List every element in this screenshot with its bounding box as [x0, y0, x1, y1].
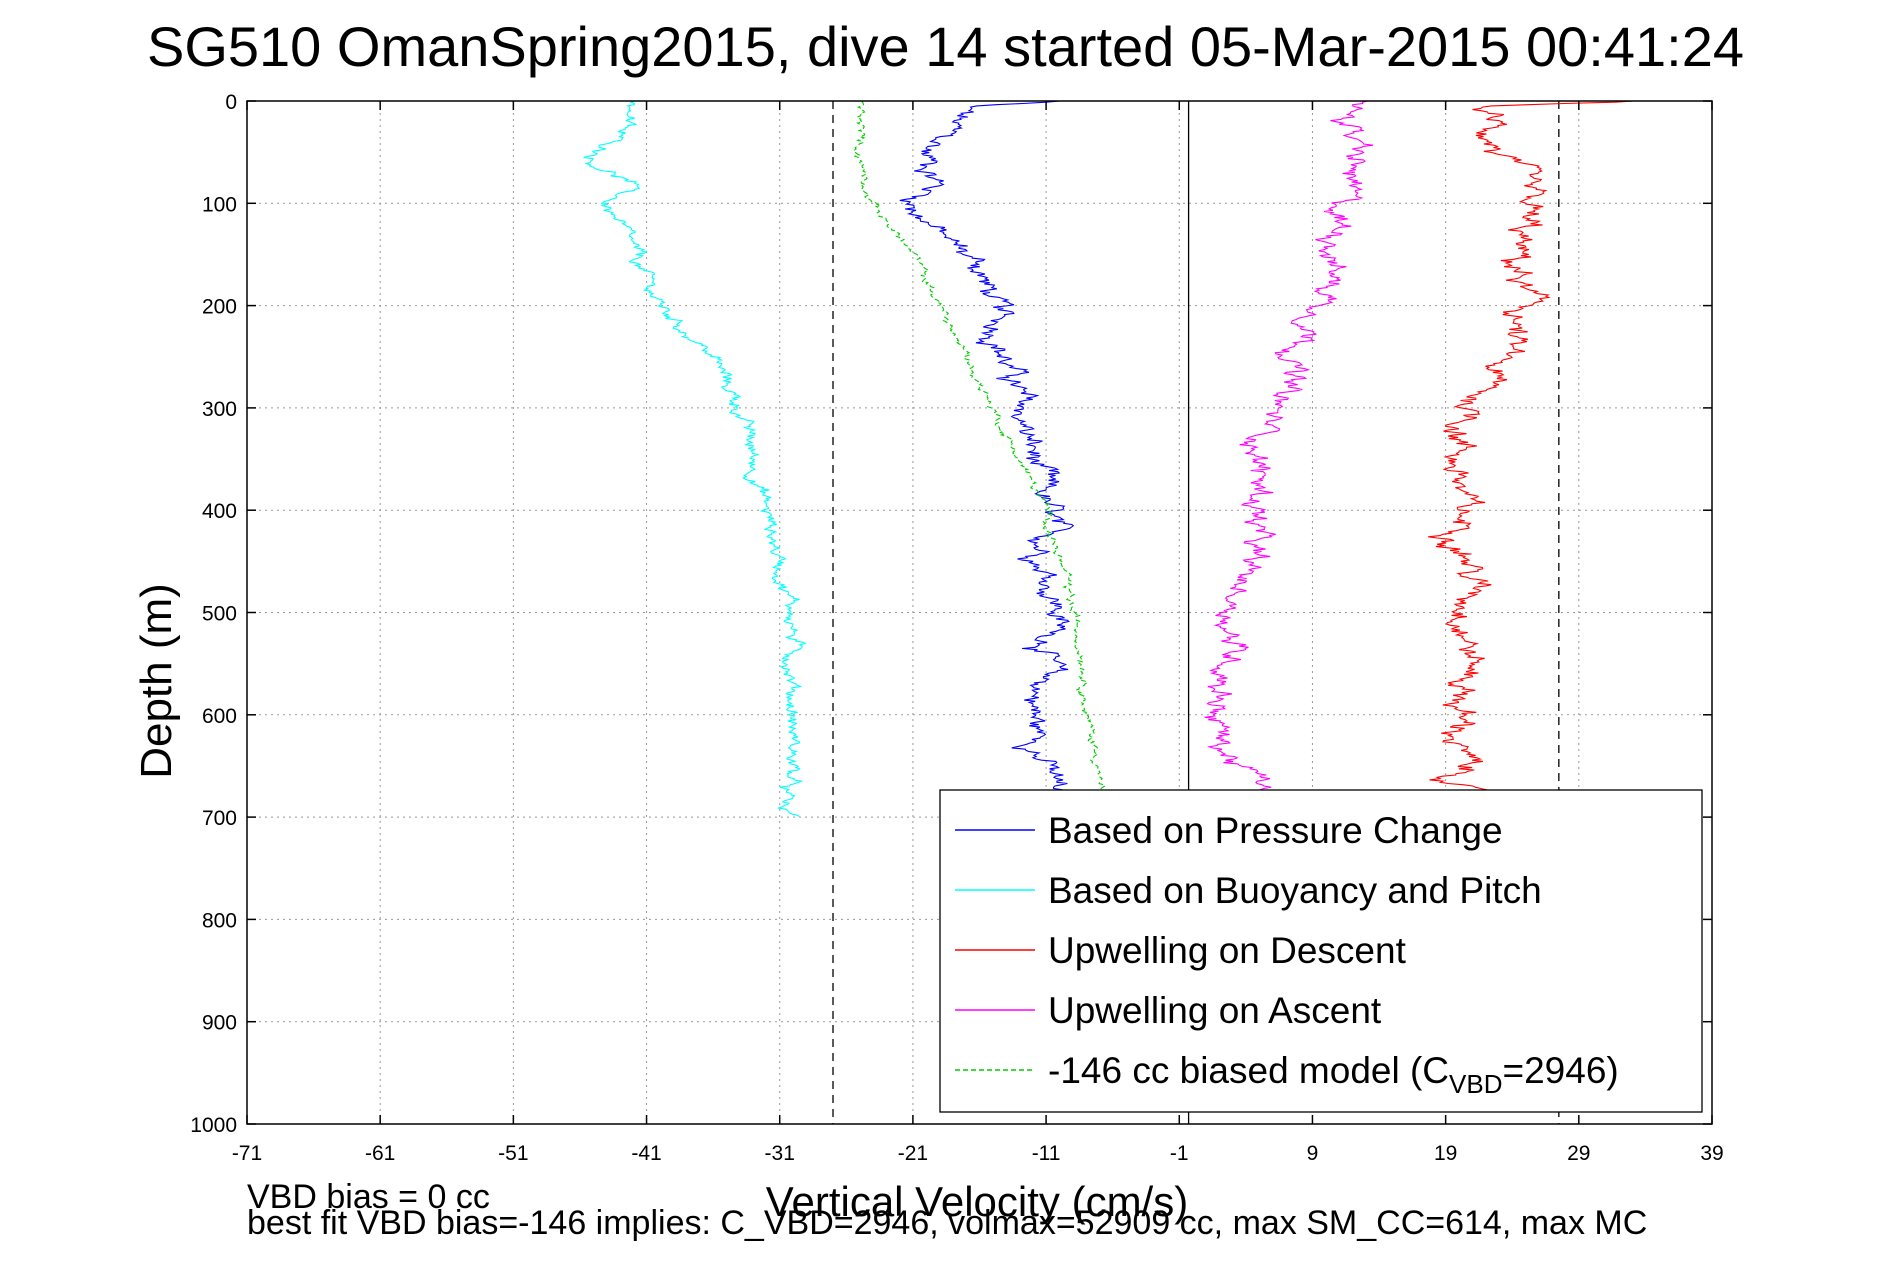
y-tick-label: 200	[202, 296, 237, 319]
y-tick-label: 1000	[190, 1114, 237, 1137]
series-line	[1204, 101, 1374, 796]
y-axis-label: Depth (m)	[132, 583, 181, 779]
x-tick-label: -51	[498, 1142, 528, 1165]
x-tick-label: -11	[1032, 1142, 1061, 1165]
y-tick-label: 0	[225, 91, 237, 114]
y-tick-label: 700	[202, 807, 237, 830]
x-tick-label: 29	[1567, 1142, 1590, 1165]
y-tick-label: 600	[202, 705, 237, 728]
best-fit-note: best fit VBD bias=-146 implies: C_VBD=29…	[247, 1204, 1648, 1242]
x-tick-label: 19	[1434, 1142, 1457, 1165]
x-axis-label: Vertical Velocity (cm/s)	[765, 1178, 1189, 1225]
series-group	[583, 101, 1634, 818]
series-line	[853, 101, 1107, 818]
chart-title: SG510 OmanSpring2015, dive 14 started 05…	[146, 15, 1744, 78]
axis-ticks: -71 -61 -51 -41 -31 -21 -11 -1 9 19 29 39 0 100 200 300…	[190, 91, 1723, 1165]
y-tick-label: 400	[202, 500, 237, 523]
x-tick-label: -21	[898, 1142, 928, 1165]
x-tick-label: -71	[232, 1142, 262, 1165]
series-line	[899, 101, 1075, 817]
series-line	[583, 101, 807, 818]
legend-label: Upwelling on Descent	[1048, 930, 1407, 971]
x-tick-label: -1	[1170, 1142, 1189, 1165]
y-tick-label: 100	[202, 193, 237, 216]
legend-label: Based on Pressure Change	[1048, 810, 1503, 851]
legend-label: -146 cc biased model (CVBD=2946)	[1048, 1050, 1619, 1099]
legend-label: Upwelling on Ascent	[1048, 990, 1382, 1031]
x-tick-label: 9	[1307, 1142, 1319, 1165]
legend: Based on Pressure Change Based on Buoyanc…	[939, 789, 1703, 1113]
y-tick-label: 300	[202, 398, 237, 421]
y-tick-label: 500	[202, 603, 237, 626]
x-tick-label: -61	[365, 1142, 395, 1165]
y-tick-label: 900	[202, 1012, 237, 1035]
legend-label: Based on Buoyancy and Pitch	[1048, 870, 1542, 911]
series-line	[1428, 101, 1634, 797]
y-tick-label: 800	[202, 909, 237, 932]
legend-box	[939, 789, 1703, 1113]
x-tick-label: -41	[631, 1142, 661, 1165]
vbd-bias-note: VBD bias = 0 cc	[247, 1178, 490, 1216]
x-tick-label: 39	[1700, 1142, 1723, 1165]
x-tick-label: -31	[765, 1142, 795, 1165]
